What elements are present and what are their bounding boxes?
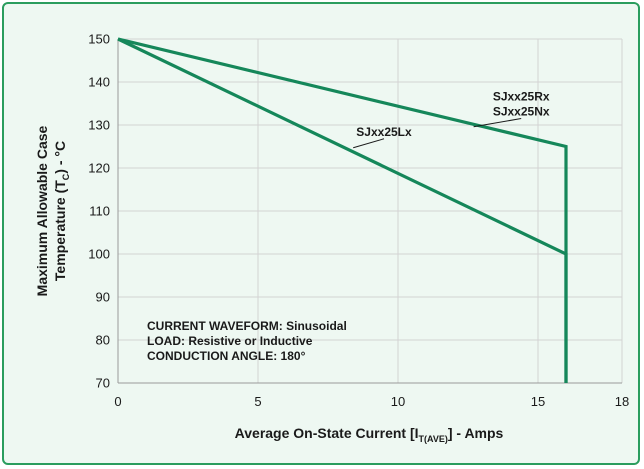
x-tick-label: 15 xyxy=(531,394,545,409)
y-tick-label: 90 xyxy=(96,290,110,305)
y-tick-label: 150 xyxy=(88,32,110,47)
annotation-line: CURRENT WAVEFORM: Sinusoidal xyxy=(147,319,347,333)
y-axis-title-line-1: Maximum Allowable Case xyxy=(34,125,50,296)
y-tick-label: 70 xyxy=(96,376,110,391)
series-label: SJxx25Nx xyxy=(493,105,550,119)
annotation-line: CONDUCTION ANGLE: 180° xyxy=(147,349,306,363)
y-axis-title-line-2: Temperature (TC) - °C xyxy=(52,141,71,281)
grid xyxy=(117,38,623,384)
annotation-line: LOAD: Resistive or Inductive xyxy=(147,334,313,348)
y-tick-label: 120 xyxy=(88,161,110,176)
y-axis-title: Maximum Allowable Case Temperature (TC) … xyxy=(34,125,71,296)
series-line xyxy=(117,37,568,383)
y-tick-label: 80 xyxy=(96,333,110,348)
series-lines xyxy=(117,37,568,383)
y-tick-label: 110 xyxy=(89,204,110,219)
series-label: SJxx25Rx xyxy=(493,90,550,104)
series-label: SJxx25Lx xyxy=(356,125,412,139)
series-label-leader xyxy=(473,118,522,128)
tick-labels: 70 80 90 100 110 120 130 140 150 0 5 10 15 18 xyxy=(88,32,629,410)
x-tick-label: 18 xyxy=(615,394,629,409)
annotation-block: CURRENT WAVEFORM: Sinusoidal LOAD: Resis… xyxy=(147,319,347,363)
y-tick-label: 100 xyxy=(88,247,110,262)
series-label-leader xyxy=(353,138,385,149)
y-tick-label: 140 xyxy=(88,75,110,90)
x-tick-label: 5 xyxy=(254,394,261,409)
chart-frame xyxy=(2,2,640,465)
y-tick-label: 130 xyxy=(88,118,110,133)
x-tick-label: 10 xyxy=(391,394,405,409)
x-tick-label: 0 xyxy=(114,394,121,409)
x-axis-title: Average On-State Current [IT(AVE)] - Amp… xyxy=(235,425,504,444)
